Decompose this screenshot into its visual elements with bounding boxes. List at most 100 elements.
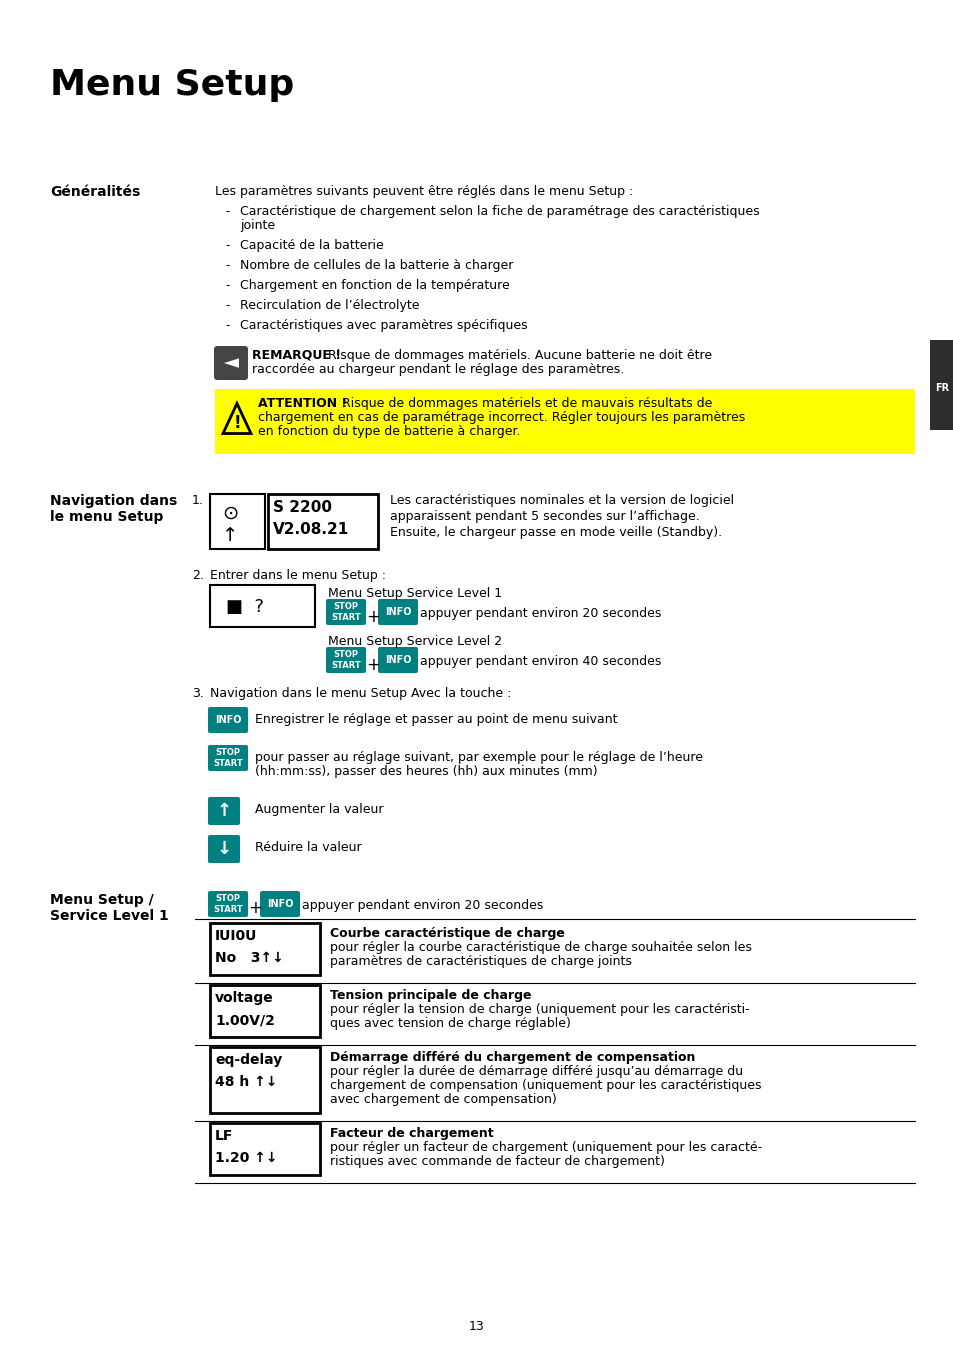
Text: pour régler un facteur de chargement (uniquement pour les caracté-: pour régler un facteur de chargement (un… — [330, 1142, 761, 1154]
Text: ATTENTION !: ATTENTION ! — [257, 397, 347, 409]
Text: appuyer pendant environ 40 secondes: appuyer pendant environ 40 secondes — [419, 655, 660, 667]
Bar — [210, 1047, 319, 1113]
Text: apparaissent pendant 5 secondes sur l’affichage.: apparaissent pendant 5 secondes sur l’af… — [390, 509, 699, 523]
Text: Chargement en fonction de la température: Chargement en fonction de la température — [240, 280, 509, 292]
Text: pour régler la durée de démarrage différé jusqu’au démarrage du: pour régler la durée de démarrage différ… — [330, 1065, 742, 1078]
Text: +: + — [248, 898, 262, 917]
Text: INFO: INFO — [384, 607, 411, 617]
Text: Menu Setup: Menu Setup — [50, 68, 294, 101]
Text: Navigation dans le menu Setup Avec la touche :: Navigation dans le menu Setup Avec la to… — [210, 688, 511, 700]
Text: Généralités: Généralités — [50, 185, 140, 199]
Text: INFO: INFO — [267, 898, 293, 909]
Text: ⊙: ⊙ — [222, 504, 238, 523]
Text: !: ! — [233, 415, 240, 432]
FancyBboxPatch shape — [326, 647, 366, 673]
Text: ◄: ◄ — [223, 354, 238, 373]
Text: Les paramètres suivants peuvent être réglés dans le menu Setup :: Les paramètres suivants peuvent être rég… — [214, 185, 633, 199]
Text: appuyer pendant environ 20 secondes: appuyer pendant environ 20 secondes — [302, 898, 543, 912]
Bar — [214, 389, 914, 454]
Text: ↑: ↑ — [216, 802, 232, 820]
Text: Les caractéristiques nominales et la version de logiciel: Les caractéristiques nominales et la ver… — [390, 494, 734, 507]
Text: ■  ?: ■ ? — [226, 598, 264, 616]
Text: (hh:mm:ss), passer des heures (hh) aux minutes (mm): (hh:mm:ss), passer des heures (hh) aux m… — [254, 765, 597, 778]
Bar — [268, 494, 377, 549]
Text: INFO: INFO — [214, 715, 241, 725]
Text: ques avec tension de charge réglable): ques avec tension de charge réglable) — [330, 1017, 570, 1029]
Bar — [210, 1123, 319, 1175]
Text: Capacité de la batterie: Capacité de la batterie — [240, 239, 383, 253]
Text: Caractéristiques avec paramètres spécifiques: Caractéristiques avec paramètres spécifi… — [240, 319, 527, 332]
Text: 1.00V/2: 1.00V/2 — [214, 1013, 274, 1027]
Text: Ensuite, le chargeur passe en mode veille (Standby).: Ensuite, le chargeur passe en mode veill… — [390, 526, 721, 539]
Text: Facteur de chargement: Facteur de chargement — [330, 1127, 493, 1140]
Text: REMARQUE !: REMARQUE ! — [252, 349, 340, 362]
Text: Menu Setup Service Level 1: Menu Setup Service Level 1 — [328, 586, 501, 600]
Text: +: + — [366, 608, 379, 626]
Text: V2.08.21: V2.08.21 — [273, 521, 349, 536]
Text: en fonction du type de batterie à charger.: en fonction du type de batterie à charge… — [257, 426, 520, 438]
FancyBboxPatch shape — [377, 647, 417, 673]
Text: -: - — [225, 299, 230, 312]
Text: chargement en cas de paramétrage incorrect. Régler toujours les paramètres: chargement en cas de paramétrage incorre… — [257, 411, 744, 424]
Text: chargement de compensation (uniquement pour les caractéristiques: chargement de compensation (uniquement p… — [330, 1079, 760, 1092]
Bar — [210, 985, 319, 1038]
Text: ↑: ↑ — [222, 526, 238, 544]
FancyBboxPatch shape — [208, 797, 240, 825]
Text: ↓: ↓ — [216, 840, 232, 858]
Text: pour régler la courbe caractéristique de charge souhaitée selon les: pour régler la courbe caractéristique de… — [330, 942, 751, 954]
Text: -: - — [225, 319, 230, 332]
Bar — [929, 340, 953, 430]
Text: 48 h ↑↓: 48 h ↑↓ — [214, 1075, 277, 1089]
Text: STOP
START: STOP START — [331, 603, 360, 621]
Text: Risque de dommages matériels et de mauvais résultats de: Risque de dommages matériels et de mauva… — [337, 397, 712, 409]
Text: eq-delay: eq-delay — [214, 1052, 282, 1067]
Text: STOP
START: STOP START — [331, 650, 360, 670]
Bar — [210, 923, 319, 975]
Text: Démarrage différé du chargement de compensation: Démarrage différé du chargement de compe… — [330, 1051, 695, 1065]
Text: 1.20 ↑↓: 1.20 ↑↓ — [214, 1151, 277, 1165]
Text: LF: LF — [214, 1129, 233, 1143]
Text: Augmenter la valeur: Augmenter la valeur — [254, 802, 383, 816]
Text: paramètres de caractéristiques de charge joints: paramètres de caractéristiques de charge… — [330, 955, 631, 969]
FancyBboxPatch shape — [208, 744, 248, 771]
Text: FR: FR — [934, 382, 948, 393]
Text: ristiques avec commande de facteur de chargement): ristiques avec commande de facteur de ch… — [330, 1155, 664, 1169]
Text: IUI0U: IUI0U — [214, 929, 257, 943]
Text: No   3↑↓: No 3↑↓ — [214, 951, 283, 965]
Text: 2.: 2. — [192, 569, 204, 582]
Text: Courbe caractéristique de charge: Courbe caractéristique de charge — [330, 927, 564, 940]
Text: Menu Setup Service Level 2: Menu Setup Service Level 2 — [328, 635, 501, 648]
Text: 1.: 1. — [192, 494, 204, 507]
Text: Menu Setup /
Service Level 1: Menu Setup / Service Level 1 — [50, 893, 169, 923]
Text: -: - — [225, 280, 230, 292]
Text: Caractéristique de chargement selon la fiche de paramétrage des caractéristiques: Caractéristique de chargement selon la f… — [240, 205, 759, 218]
Text: Recirculation de l’électrolyte: Recirculation de l’électrolyte — [240, 299, 419, 312]
Text: Enregistrer le réglage et passer au point de menu suivant: Enregistrer le réglage et passer au poin… — [254, 713, 617, 725]
FancyBboxPatch shape — [208, 835, 240, 863]
FancyBboxPatch shape — [260, 892, 299, 917]
Text: -: - — [225, 259, 230, 272]
Bar — [210, 585, 314, 627]
Text: Entrer dans le menu Setup :: Entrer dans le menu Setup : — [210, 569, 386, 582]
Bar — [210, 494, 265, 549]
Text: 13: 13 — [469, 1320, 484, 1333]
Text: appuyer pendant environ 20 secondes: appuyer pendant environ 20 secondes — [419, 607, 660, 620]
Text: voltage: voltage — [214, 992, 274, 1005]
Text: STOP
START: STOP START — [213, 748, 243, 767]
Text: avec chargement de compensation): avec chargement de compensation) — [330, 1093, 557, 1106]
FancyBboxPatch shape — [213, 346, 248, 380]
Text: pour régler la tension de charge (uniquement pour les caractéristi-: pour régler la tension de charge (unique… — [330, 1002, 749, 1016]
Text: Navigation dans
le menu Setup: Navigation dans le menu Setup — [50, 494, 177, 524]
Text: S 2200: S 2200 — [273, 500, 332, 515]
FancyBboxPatch shape — [208, 892, 248, 917]
Text: Nombre de cellules de la batterie à charger: Nombre de cellules de la batterie à char… — [240, 259, 513, 272]
Text: pour passer au réglage suivant, par exemple pour le réglage de l’heure: pour passer au réglage suivant, par exem… — [254, 751, 702, 765]
FancyBboxPatch shape — [208, 707, 248, 734]
Text: STOP
START: STOP START — [213, 894, 243, 913]
Text: 3.: 3. — [192, 688, 204, 700]
Text: -: - — [225, 239, 230, 253]
Text: +: + — [366, 657, 379, 674]
Text: Risque de dommages matériels. Aucune batterie ne doit être: Risque de dommages matériels. Aucune bat… — [324, 349, 711, 362]
Text: raccordée au chargeur pendant le réglage des paramètres.: raccordée au chargeur pendant le réglage… — [252, 363, 623, 376]
FancyBboxPatch shape — [377, 598, 417, 626]
